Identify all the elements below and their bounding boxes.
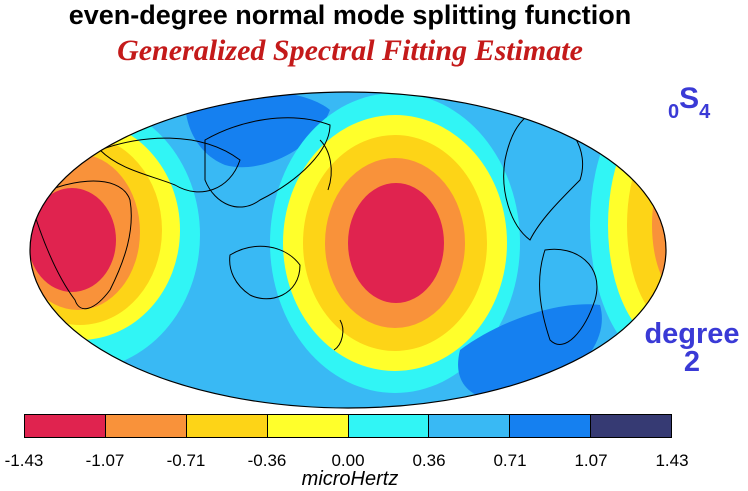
colorbar-swatch	[510, 415, 592, 437]
mode-type: S	[679, 82, 700, 115]
colorbar-unit: microHertz	[301, 468, 399, 490]
colorbar-swatch	[429, 415, 511, 437]
map-subtitle: Generalized Spectral Fitting Estimate	[117, 34, 583, 67]
colorbar-tick-label: -0.36	[247, 451, 287, 470]
degree-label: degree 2	[636, 318, 748, 378]
colorbar-tick-label: 1.07	[574, 451, 608, 470]
east-band-orange	[652, 155, 666, 295]
colorbar-tick-label: -1.43	[4, 451, 44, 470]
colorbar-tick-label: 0.36	[412, 451, 446, 470]
colorbar-swatch	[348, 415, 430, 437]
globe-outline	[29, 91, 667, 409]
mode-label: 0S4	[668, 82, 710, 123]
map-title: even-degree normal mode splitting functi…	[68, 0, 632, 30]
east-band-gold	[627, 125, 666, 325]
splitting-field	[30, 92, 666, 408]
colorbar-swatch	[186, 415, 268, 437]
colorbar-tick-label: -0.71	[166, 451, 206, 470]
degree-word: degree	[644, 318, 740, 350]
colorbar-tick-label: 0.71	[493, 451, 527, 470]
colorbar	[24, 414, 672, 438]
pacific-core	[348, 183, 444, 303]
east-band-yellow	[608, 105, 666, 345]
colorbar-swatch	[591, 415, 671, 437]
colorbar-tick-label: 1.43	[655, 451, 689, 470]
colorbar-swatch	[267, 415, 349, 437]
coastlines	[30, 109, 598, 351]
colorbar-tick-label: -1.07	[85, 451, 125, 470]
africa-core	[30, 188, 116, 292]
colorbar-swatch	[25, 415, 106, 437]
north-positive-patch	[185, 92, 330, 168]
mode-overtone: 0	[668, 101, 680, 123]
mode-degree: 4	[699, 101, 711, 123]
degree-value: 2	[683, 346, 701, 378]
colorbar-swatch	[105, 415, 187, 437]
colorbar-tick-label: 0.00	[331, 451, 365, 470]
